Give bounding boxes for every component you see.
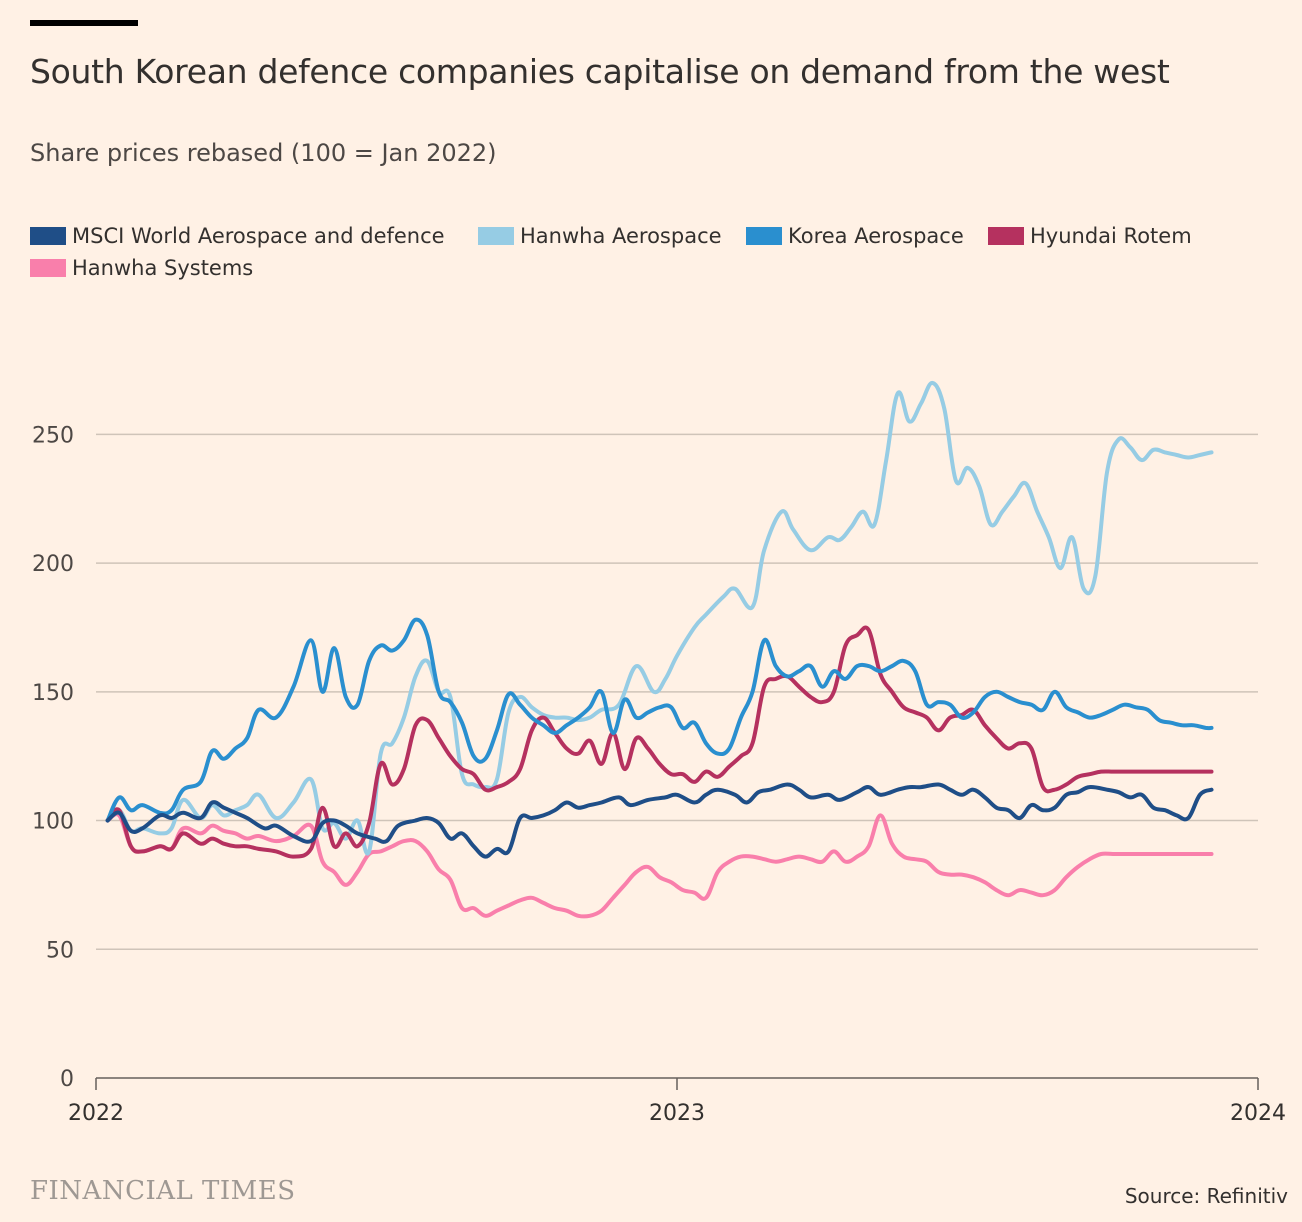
series-lines <box>105 380 1214 919</box>
y-tick-label-100: 100 <box>32 810 74 835</box>
legend-label-hyundai-rotem: Hyundai Rotem <box>1030 224 1192 248</box>
legend-swatch-hyundai-rotem <box>988 227 1024 245</box>
series-line-msci <box>105 782 1214 859</box>
y-tick-label-250: 250 <box>32 423 74 448</box>
ft-logo-wordmark: FINANCIAL TIMES <box>30 1176 296 1206</box>
series-line-hyundai-rotem <box>105 625 1214 859</box>
chart-title: South Korean defence companies capitalis… <box>30 52 1170 91</box>
series-line-hanwha-systems <box>105 812 1214 919</box>
legend-label-msci: MSCI World Aerospace and defence <box>72 224 445 248</box>
x-tick-label-2022: 2022 <box>68 1101 124 1126</box>
gridlines <box>96 433 1258 951</box>
x-tick-label-2023: 2023 <box>649 1101 705 1126</box>
legend-label-korea-aerospace: Korea Aerospace <box>788 224 964 248</box>
source-note: Source: Refinitiv <box>1124 1184 1288 1208</box>
legend-item-hanwha-systems: Hanwha Systems <box>30 256 253 280</box>
series-line-korea-aerospace <box>105 617 1214 823</box>
x-tick-label-2024: 2024 <box>1230 1101 1286 1126</box>
y-tick-label-50: 50 <box>46 938 74 963</box>
legend-item-hanwha-aerospace: Hanwha Aerospace <box>478 224 722 248</box>
y-tick-label-200: 200 <box>32 552 74 577</box>
legend-swatch-hanwha-aerospace <box>478 227 514 245</box>
legend-item-hyundai-rotem: Hyundai Rotem <box>988 224 1192 248</box>
series-line-hanwha-aerospace <box>105 380 1214 856</box>
chart-subtitle: Share prices rebased (100 = Jan 2022) <box>30 139 497 167</box>
legend-swatch-hanwha-systems <box>30 259 66 277</box>
legend-item-korea-aerospace: Korea Aerospace <box>746 224 964 248</box>
y-tick-label-150: 150 <box>32 681 74 706</box>
legend-label-hanwha-systems: Hanwha Systems <box>72 256 254 280</box>
legend-label-hanwha-aerospace: Hanwha Aerospace <box>520 224 722 248</box>
y-tick-label-0: 0 <box>60 1067 74 1092</box>
legend-swatch-msci <box>30 227 66 245</box>
ft-accent-bar <box>30 20 138 26</box>
legend-item-msci: MSCI World Aerospace and defence <box>30 224 445 248</box>
axes: 0 50 100 150 200 250 2022 2023 2024 <box>32 423 1286 1126</box>
legend-swatch-korea-aerospace <box>746 227 782 245</box>
